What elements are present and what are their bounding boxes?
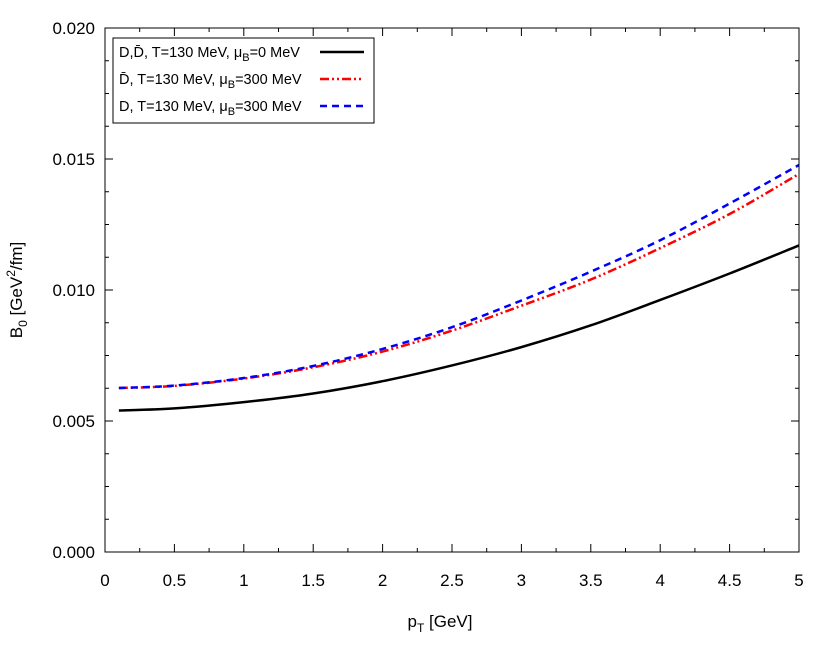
x-axis-label: pT [GeV] [408, 612, 473, 635]
x-tick-label: 2.5 [440, 571, 464, 590]
x-tick-label: 1 [239, 571, 248, 590]
x-tick-label: 5 [794, 571, 803, 590]
x-tick-label: 4.5 [718, 571, 742, 590]
y-tick-label: 0.020 [52, 19, 95, 38]
x-tick-label: 3 [517, 571, 526, 590]
legend: D,D̄, T=130 MeV, μB=0 MeV D̄, T=130 MeV, … [112, 37, 375, 124]
series-line-1 [118, 172, 800, 390]
y-axis-label: B0 [GeV2/fm] [4, 242, 30, 339]
x-tick-label: 0.5 [163, 571, 187, 590]
y-tick-label: 0.005 [52, 412, 95, 431]
y-tick-label: 0.000 [52, 543, 95, 562]
series-line-2 [118, 163, 800, 390]
legend-label-0: D,D̄, T=130 MeV, μB=0 MeV [119, 45, 300, 64]
x-tick-label: 1.5 [301, 571, 325, 590]
legend-label-1: D̄, T=130 MeV, μB=300 MeV [119, 72, 302, 91]
x-tick-label: 4 [655, 571, 664, 590]
series-line-0 [118, 244, 800, 412]
x-tick-label: 3.5 [579, 571, 603, 590]
y-tick-label: 0.015 [52, 150, 95, 169]
y-tick-label: 0.010 [52, 281, 95, 300]
x-tick-label: 2 [378, 571, 387, 590]
x-tick-label: 0 [100, 571, 109, 590]
legend-label-2: D, T=130 MeV, μB=300 MeV [119, 99, 302, 118]
plot-frame [104, 27, 800, 553]
